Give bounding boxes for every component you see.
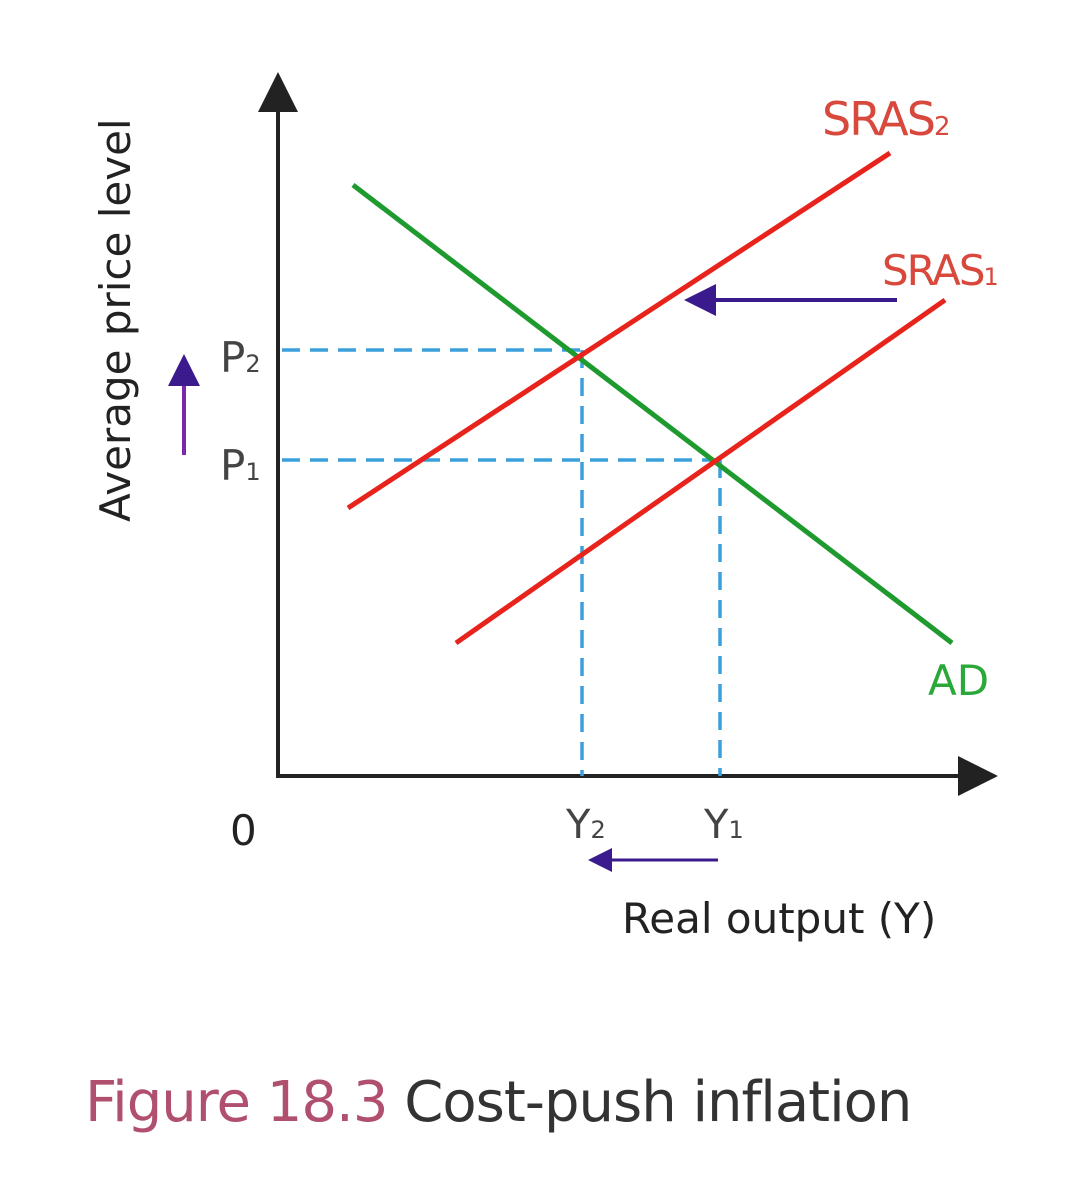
cost-push-inflation-diagram: SRAS2 SRAS1 AD P2 P1 Y2 Y1 0 Real output… [91,72,1000,943]
sras1-curve [454,297,947,646]
y2-label: Y2 [565,802,606,848]
sras1-label: SRAS1 [882,246,998,295]
p1-label: P1 [220,441,261,490]
figure-title: Cost-push inflation [404,1070,912,1135]
y1-label: Y1 [703,802,744,848]
figure-number: Figure 18.3 [85,1070,388,1135]
figure-caption: Figure 18.3 Cost-push inflation [85,1070,912,1135]
sras2-curve [346,150,892,511]
ad-curve [351,183,954,645]
guide-lines [282,348,722,776]
p2-label: P2 [220,333,261,382]
x-axis-title: Real output (Y) [622,894,936,943]
ad-label: AD [928,656,989,705]
origin-label: 0 [230,806,257,855]
sras2-label: SRAS2 [822,92,949,146]
y-axis-title: Average price level [91,118,140,522]
